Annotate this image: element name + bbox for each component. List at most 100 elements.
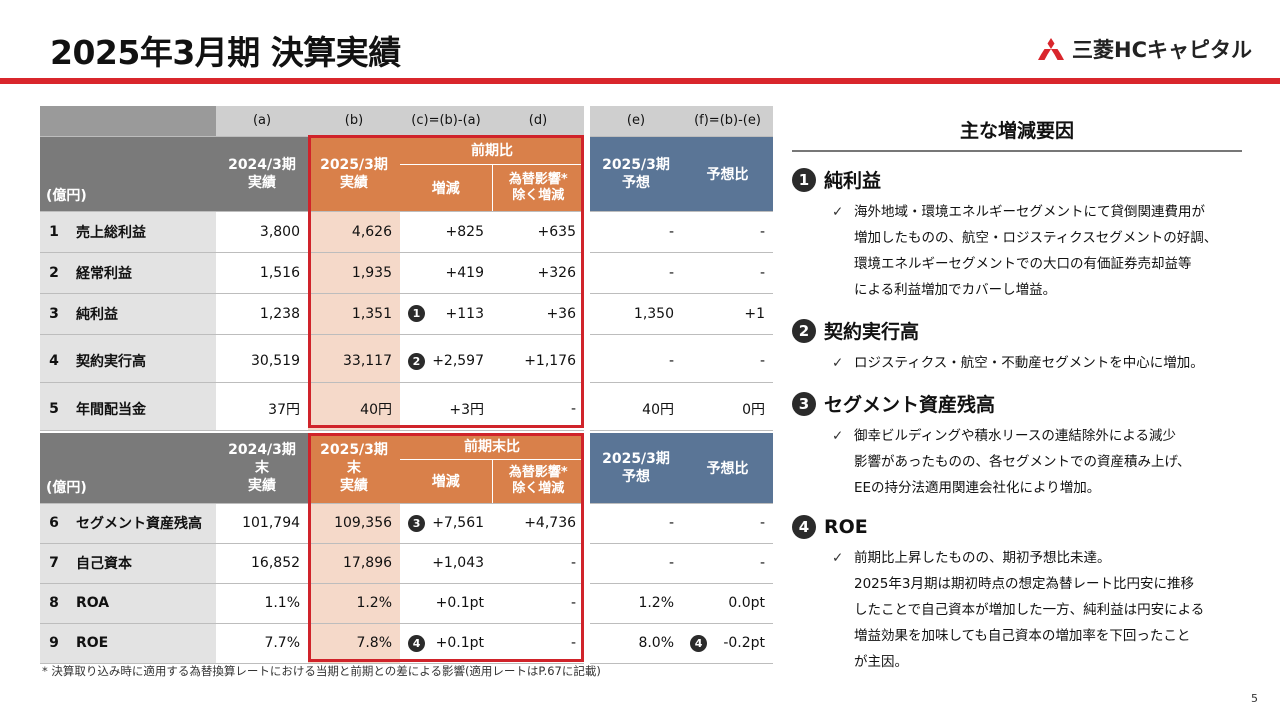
value-c: +0.1pt (400, 583, 493, 624)
value-d: - (492, 623, 585, 664)
column-code-row: (a) (b) (c)=(b)-(a) (d) (e) (f)=(b)-(e) (40, 106, 773, 137)
row-number: 9 (40, 623, 68, 664)
table-row: 9 ROE 7.7% 7.8% 4 +0.1pt -8.0% 4 -0.2pt (40, 623, 774, 664)
col-code-b: (b) (308, 106, 400, 137)
row-number: 1 (40, 211, 68, 253)
circled-number-3-icon: 3 (792, 391, 816, 416)
factor-text: 海外地域・環境エネルギーセグメントにて貸倒関連費用が 増加したものの、航空・ロジス… (854, 199, 1217, 303)
table-row: 8 ROA 1.1% 1.2% +0.1pt -1.2% 0.0pt (40, 583, 774, 624)
value-c-wrap: 1 +113 (408, 305, 484, 322)
value-b: 33,117 (308, 341, 400, 383)
value-b: 40円 (308, 389, 400, 431)
column-gap (584, 389, 590, 430)
col-code-e: (e) (590, 106, 682, 137)
factor-section: 1 純利益 ✓ 海外地域・環境エネルギーセグメントにて貸倒関連費用が 増加したものの、航… (792, 166, 1242, 303)
factor-bullet: ✓ ロジスティクス・航空・不動産セグメントを中心に増加。 (792, 350, 1242, 376)
factor-text-line: による利益増加でカバーし増益。 (854, 282, 1057, 298)
value-f: 0.0pt (682, 583, 774, 624)
row-number: 6 (40, 503, 68, 544)
factor-section: 2 契約実行高 ✓ ロジスティクス・航空・不動産セグメントを中心に増加。 (792, 317, 1242, 376)
value-a: 1,516 (216, 252, 308, 294)
column-gap (584, 252, 590, 293)
factor-text-line: 増益効果を加味しても自己資本の増加率を下回ったこと (854, 628, 1191, 644)
value-b: 109,356 (308, 503, 401, 544)
table-row: 7 自己資本 16,852 17,896 +1,043- - - (40, 543, 774, 584)
col-code-c: (c)=(b)-(a) (400, 106, 492, 137)
factor-text: 御幸ビルディングや積水リースの連結除外による減少 影響があったものの、各セグメント… (854, 423, 1191, 501)
factor-text-line: 前期比上昇したものの、期初予想比未達。 (854, 550, 1111, 566)
header-2024-end-actual: 2024/3期末 実績 (216, 433, 309, 504)
value-b: 1.2% (308, 583, 401, 624)
value-e: - (590, 252, 682, 294)
row-label: 純利益 (68, 293, 216, 335)
header-2025-forecast: 2025/3期 予想 (590, 433, 683, 504)
header-vs-forecast: 予想比 (682, 433, 774, 504)
header-divider (0, 78, 1280, 84)
results-table-balance: (億円) 2024/3期末 実績 2025/3期末 実績 前期末比 2025/3… (40, 433, 774, 664)
circled-number-2-icon: 2 (792, 318, 816, 343)
value-c: 1 +113 (400, 293, 492, 335)
row-label: セグメント資産残高 (68, 503, 217, 544)
factor-heading: 1 純利益 (792, 166, 1242, 193)
company-logo: 三菱HCキャピタル (1038, 34, 1252, 64)
value-f: - (682, 211, 773, 253)
three-diamonds-icon (1038, 38, 1064, 60)
header-change-ex-fx: 為替影響* 除く増減 (492, 459, 585, 504)
circled-number-4-icon: 4 (690, 634, 708, 652)
factor-text-line: が主因。 (854, 654, 908, 670)
table-row: 4 契約実行高 30,519 33,117 2 +2,597 +1,176- - (40, 341, 773, 383)
circled-number-4-icon: 4 (408, 634, 426, 652)
value-e: - (590, 543, 683, 584)
factor-heading-text: ROE (824, 516, 868, 538)
header-2025-end-actual: 2025/3期末 実績 (308, 433, 401, 504)
footnote: * 決算取り込み時に適用する為替換算レートにおける当期と前期との差による影響(適… (42, 664, 601, 678)
header-yoy-group: 前期比 (400, 136, 584, 165)
value-c: 3 +7,561 (400, 503, 493, 544)
value-c-wrap: 2 +2,597 (408, 352, 484, 370)
value-f: 4 -0.2pt (682, 623, 774, 664)
value-a: 101,794 (216, 503, 309, 544)
column-gap (584, 211, 590, 252)
checkmark-icon: ✓ (832, 428, 844, 444)
row-label: 契約実行高 (68, 341, 216, 383)
header-vs-prior-end-group: 前期末比 (400, 433, 585, 460)
factor-heading: 3 セグメント資産残高 (792, 390, 1242, 417)
value-c: 2 +2,597 (400, 341, 492, 383)
factor-text-line: したことで自己資本が増加した一方、純利益は円安による (854, 602, 1205, 618)
factor-bullet: ✓ 前期比上昇したものの、期初予想比未達。 2025年3月期は期初時点の想定為替レー… (792, 545, 1242, 675)
factor-heading: 4 ROE (792, 515, 1242, 539)
factor-text-line: 御幸ビルディングや積水リースの連結除外による減少 (854, 428, 1176, 444)
circled-number-4-icon: 4 (792, 515, 816, 539)
value-c: +825 (400, 211, 492, 253)
value-d: +36 (492, 293, 584, 335)
factor-heading: 2 契約実行高 (792, 317, 1242, 344)
header-change: 増減 (400, 164, 493, 212)
circled-number-1-icon: 1 (792, 167, 816, 192)
factor-text: ロジスティクス・航空・不動産セグメントを中心に増加。 (854, 350, 1204, 376)
key-factors-panel: 主な増減要因 1 純利益 ✓ 海外地域・環境エネルギーセグメントにて貸倒関連費用が 増加… (792, 110, 1242, 675)
page-title: 2025年3月期 決算実績 (50, 33, 401, 72)
checkmark-icon: ✓ (832, 204, 844, 220)
row-separator (40, 334, 773, 341)
row-number: 2 (40, 252, 68, 294)
value-c-value: +7,561 (432, 515, 485, 531)
row-number: 5 (40, 389, 68, 431)
value-c-wrap: 4 +0.1pt (408, 634, 484, 652)
value-c-value: +2,597 (432, 353, 484, 370)
table-row: 3 純利益 1,238 1,351 1 +113 +36 1,350 +1 (40, 293, 773, 335)
value-d: +635 (492, 211, 584, 253)
logo-text: 三菱HCキャピタル (1072, 38, 1252, 62)
value-f: +1 (682, 293, 773, 335)
factor-text-line: EEの持分法適用関連会社化により増加。 (854, 480, 1101, 496)
unit-label: (億円) (40, 433, 217, 504)
factor-bullet: ✓ 御幸ビルディングや積水リースの連結除外による減少 影響があったものの、各セグメン… (792, 423, 1242, 501)
unit-label: (億円) (40, 136, 216, 212)
row-label: 自己資本 (68, 543, 217, 584)
value-d: - (492, 389, 584, 431)
value-c: +3円 (400, 389, 492, 431)
value-d: - (492, 583, 585, 624)
value-d: +1,176 (492, 341, 584, 383)
value-e: 8.0% (590, 623, 683, 664)
column-gap (584, 503, 591, 543)
value-b: 17,896 (308, 543, 401, 584)
